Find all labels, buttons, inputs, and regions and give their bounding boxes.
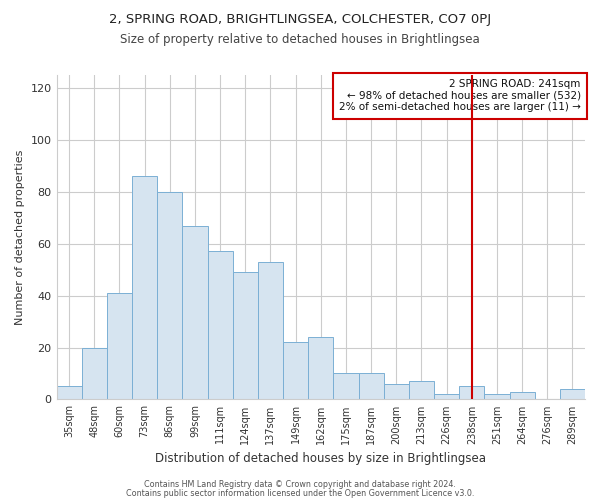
Bar (334, 374, 359, 400)
Bar (409, 382, 434, 400)
Bar (107, 293, 132, 400)
Bar (560, 389, 585, 400)
Bar (258, 262, 283, 400)
Bar (359, 374, 383, 400)
Bar (157, 192, 182, 400)
Bar (308, 337, 334, 400)
Bar (459, 386, 484, 400)
Bar (383, 384, 409, 400)
Text: Size of property relative to detached houses in Brightlingsea: Size of property relative to detached ho… (120, 32, 480, 46)
Bar (56, 386, 82, 400)
Bar (283, 342, 308, 400)
Bar (233, 272, 258, 400)
Text: 2 SPRING ROAD: 241sqm
← 98% of detached houses are smaller (532)
2% of semi-deta: 2 SPRING ROAD: 241sqm ← 98% of detached … (339, 79, 581, 112)
X-axis label: Distribution of detached houses by size in Brightlingsea: Distribution of detached houses by size … (155, 452, 486, 465)
Y-axis label: Number of detached properties: Number of detached properties (15, 150, 25, 325)
Text: Contains HM Land Registry data © Crown copyright and database right 2024.: Contains HM Land Registry data © Crown c… (144, 480, 456, 489)
Bar (509, 392, 535, 400)
Bar (182, 226, 208, 400)
Bar (484, 394, 509, 400)
Bar (208, 252, 233, 400)
Bar (434, 394, 459, 400)
Text: Contains public sector information licensed under the Open Government Licence v3: Contains public sector information licen… (126, 488, 474, 498)
Bar (132, 176, 157, 400)
Text: 2, SPRING ROAD, BRIGHTLINGSEA, COLCHESTER, CO7 0PJ: 2, SPRING ROAD, BRIGHTLINGSEA, COLCHESTE… (109, 12, 491, 26)
Bar (82, 348, 107, 400)
